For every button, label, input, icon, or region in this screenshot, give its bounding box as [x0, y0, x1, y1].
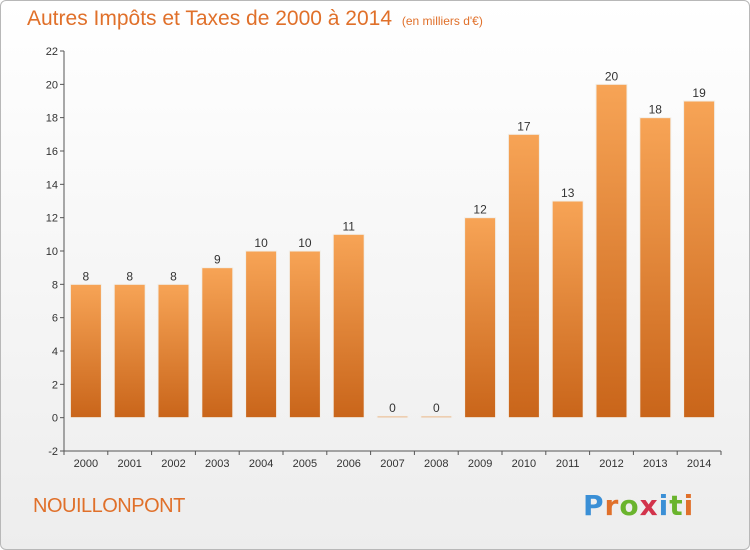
chart-title-text: Autres Impôts et Taxes de 2000 à 2014 [27, 7, 393, 30]
data-label: 8 [170, 269, 177, 283]
y-tick-label: 2 [52, 379, 58, 391]
y-tick-label: 6 [52, 313, 58, 325]
logo-letter: x [639, 489, 659, 522]
data-labels: 8 8 8 9 10 10 11 0 0 12 17 13 20 18 19 [83, 69, 707, 415]
x-tick-label: 2012 [599, 458, 623, 470]
y-tick-label: 4 [52, 346, 58, 358]
bar [69, 283, 102, 419]
data-label: 10 [254, 236, 268, 250]
y-tick-label: 22 [46, 46, 58, 58]
y-tick-label: 14 [46, 179, 58, 191]
bar [639, 117, 672, 419]
logo-letter: o [619, 489, 640, 522]
chart-title: Autres Impôts et Taxes de 2000 à 2014 (e… [27, 7, 483, 31]
logo-letter: t [669, 489, 684, 522]
data-label: 9 [214, 253, 221, 267]
logo-letter: r [604, 489, 620, 522]
data-label: 19 [692, 86, 706, 100]
x-tick-label: 2010 [512, 458, 536, 470]
bars [69, 83, 716, 419]
data-label: 8 [83, 269, 90, 283]
x-tick-label: 2013 [643, 458, 667, 470]
y-tick-label: 18 [46, 113, 58, 125]
y-tick-label: 12 [46, 213, 58, 225]
y-tick-label: 20 [46, 79, 58, 91]
x-tick-label: 2005 [293, 458, 317, 470]
data-label: 13 [561, 186, 575, 200]
bar [464, 217, 497, 419]
data-label: 0 [389, 401, 396, 415]
bar [507, 133, 540, 419]
x-tick-label: 2003 [205, 458, 229, 470]
y-tick-label: -2 [48, 446, 58, 458]
bar [113, 283, 146, 419]
x-tick-label: 2006 [336, 458, 360, 470]
bar [420, 415, 453, 419]
x-tick-label: 2004 [249, 458, 273, 470]
bar [245, 250, 278, 419]
x-tick-label: 2001 [117, 458, 141, 470]
data-label: 20 [605, 69, 619, 83]
logo-letter: i [683, 489, 695, 522]
data-label: 11 [342, 219, 355, 233]
logo-letter: i [658, 489, 670, 522]
bar [551, 200, 584, 419]
x-axis: 2000 2001 2002 2003 2004 2005 2006 2007 2008 2009… [63, 450, 722, 470]
data-label: 0 [433, 401, 440, 415]
y-tick-label: 16 [46, 146, 58, 158]
data-label: 18 [649, 103, 663, 117]
bar [201, 267, 234, 419]
data-label: 8 [126, 269, 133, 283]
chart-subtitle: (en milliers d'€) [401, 14, 483, 28]
data-label: 10 [298, 236, 312, 250]
logo-letter: P [583, 489, 605, 522]
x-tick-label: 2008 [424, 458, 448, 470]
bar [332, 233, 365, 419]
y-axis: -2 0 2 4 6 8 10 12 14 16 18 20 22 [46, 46, 65, 458]
x-tick-label: 2014 [687, 458, 711, 470]
x-tick-label: 2011 [556, 458, 580, 470]
y-tick-label: 8 [52, 279, 58, 291]
y-tick-label: 0 [52, 413, 58, 425]
x-tick-label: 2009 [468, 458, 492, 470]
x-tick-label: 2002 [161, 458, 185, 470]
bar [595, 83, 628, 419]
data-label: 17 [517, 119, 531, 133]
x-tick-label: 2000 [74, 458, 98, 470]
y-tick-label: 10 [46, 246, 58, 258]
bar [683, 100, 716, 419]
bar [157, 283, 190, 419]
proxiti-logo: Proxiti [583, 489, 694, 522]
location-name: NOUILLONPONT [33, 495, 185, 517]
bar [376, 415, 409, 419]
x-tick-label: 2007 [380, 458, 404, 470]
bar [288, 250, 321, 419]
data-label: 12 [473, 203, 487, 217]
